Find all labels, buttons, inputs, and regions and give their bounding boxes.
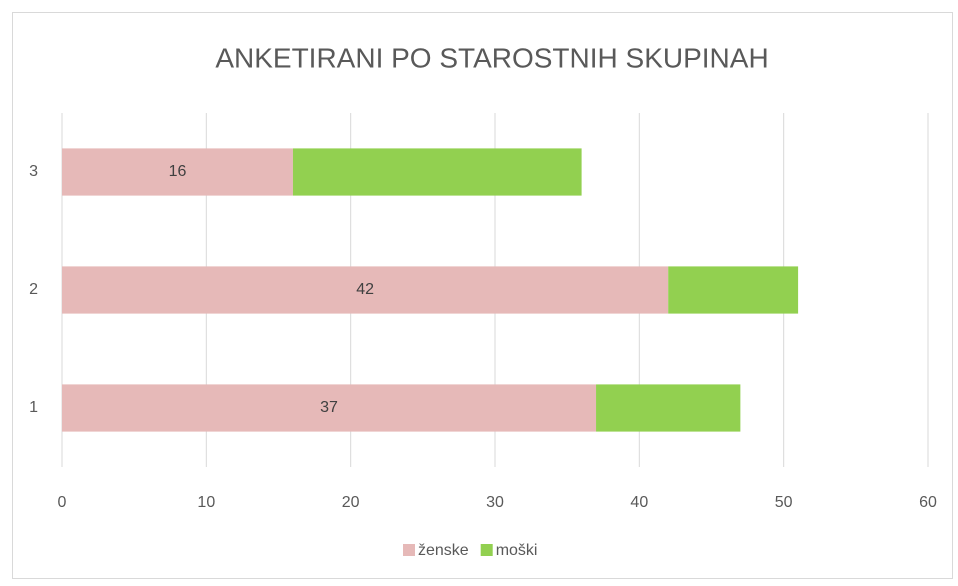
chart-title: ANKETIRANI PO STAROSTNIH SKUPINAH [215, 42, 768, 73]
y-tick-label: 2 [29, 281, 38, 298]
bar-segment [62, 384, 597, 432]
x-tick-label: 40 [630, 494, 648, 511]
data-label: 37 [320, 399, 338, 416]
x-tick-label: 30 [486, 494, 504, 511]
x-tick-label: 0 [58, 494, 67, 511]
legend-label: moški [496, 542, 538, 559]
legend-swatch [403, 544, 415, 556]
legend-label: ženske [418, 542, 469, 559]
data-label: 42 [356, 281, 374, 298]
x-tick-label: 10 [197, 494, 215, 511]
y-tick-label: 1 [29, 399, 38, 416]
x-tick-label: 60 [919, 494, 937, 511]
x-tick-label: 20 [342, 494, 360, 511]
bar-segment [596, 384, 741, 432]
bar-segment [62, 148, 293, 196]
data-label: 16 [169, 163, 187, 180]
x-tick-label: 50 [775, 494, 793, 511]
bar-segment [292, 148, 582, 196]
legend-swatch [480, 544, 493, 556]
y-tick-label: 3 [29, 163, 38, 180]
bar-segment [668, 266, 799, 314]
bar-segment [62, 266, 669, 314]
